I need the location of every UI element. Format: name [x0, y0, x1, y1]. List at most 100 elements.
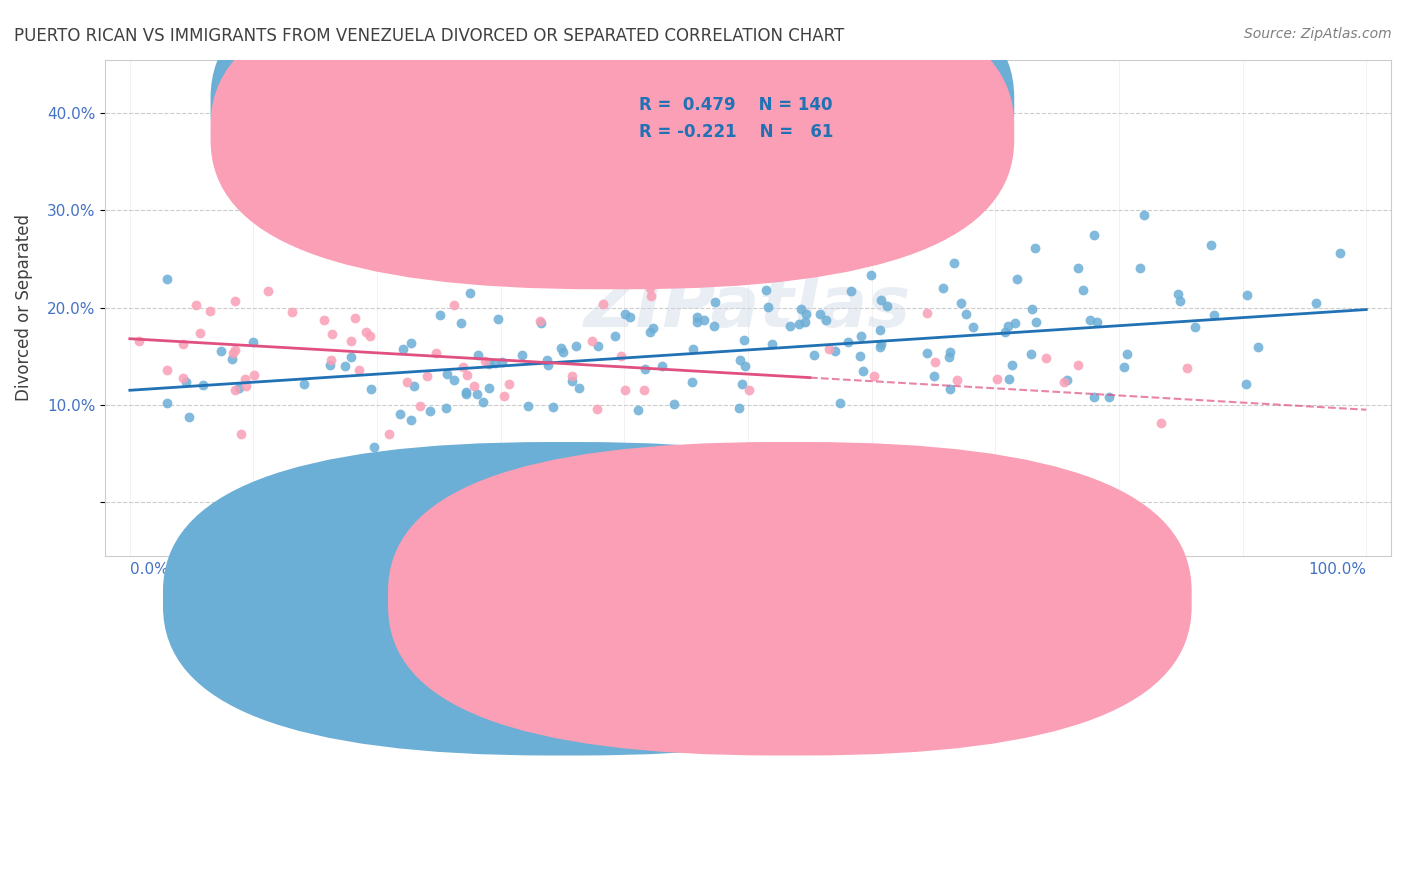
Point	[1305, 296, 1327, 310]
Point	[794, 307, 817, 321]
Point	[682, 342, 704, 356]
Point	[354, 325, 377, 339]
Point	[1083, 390, 1105, 404]
Point	[1204, 308, 1226, 322]
Point	[156, 363, 179, 377]
Point	[761, 336, 783, 351]
Point	[561, 374, 583, 388]
Point	[529, 313, 551, 327]
Point	[1085, 315, 1108, 329]
Point	[541, 400, 564, 414]
Point	[184, 298, 207, 312]
Point	[755, 283, 778, 297]
Point	[281, 304, 304, 318]
Point	[392, 342, 415, 356]
Point	[703, 319, 725, 334]
Point	[728, 401, 751, 415]
Point	[456, 368, 478, 382]
Point	[155, 396, 177, 410]
Point	[917, 346, 939, 360]
Text: Source: ZipAtlas.com: Source: ZipAtlas.com	[1244, 27, 1392, 41]
Text: Immigrants from Venezuela: Immigrants from Venezuela	[813, 591, 1024, 606]
Point	[1167, 287, 1189, 301]
Point	[662, 396, 685, 410]
Point	[619, 310, 641, 324]
Point	[793, 315, 815, 329]
Point	[1236, 288, 1258, 302]
Point	[817, 342, 839, 356]
Point	[586, 339, 609, 353]
Point	[156, 272, 179, 286]
Point	[931, 281, 953, 295]
Point	[849, 349, 872, 363]
Point	[581, 334, 603, 349]
Point	[586, 401, 609, 416]
Point	[1115, 347, 1137, 361]
Point	[292, 376, 315, 391]
Point	[434, 401, 457, 415]
Point	[610, 350, 633, 364]
Point	[731, 377, 754, 392]
Point	[638, 281, 661, 295]
Point	[703, 294, 725, 309]
Point	[1067, 260, 1090, 275]
Point	[1083, 227, 1105, 242]
Point	[685, 310, 707, 324]
Point	[128, 334, 150, 349]
FancyBboxPatch shape	[211, 0, 1014, 262]
Point	[451, 359, 474, 374]
Point	[198, 304, 221, 318]
Point	[491, 355, 513, 369]
Point	[1129, 260, 1152, 275]
Point	[402, 379, 425, 393]
Point	[1067, 359, 1090, 373]
Point	[633, 383, 655, 397]
Point	[924, 368, 946, 383]
Point	[641, 321, 664, 335]
Point	[409, 399, 432, 413]
Point	[828, 395, 851, 409]
Point	[478, 357, 501, 371]
Point	[938, 350, 960, 364]
Point	[243, 368, 266, 382]
Point	[756, 300, 779, 314]
Point	[1247, 340, 1270, 354]
Point	[458, 285, 481, 300]
Point	[634, 362, 657, 376]
Point	[627, 403, 650, 417]
Point	[388, 407, 411, 421]
Point	[1175, 361, 1198, 376]
Text: R =  0.479    N = 140: R = 0.479 N = 140	[638, 95, 832, 114]
Point	[1021, 301, 1043, 316]
Point	[494, 389, 516, 403]
Point	[863, 369, 886, 384]
Point	[443, 298, 465, 312]
Point	[443, 373, 465, 387]
Point	[1329, 246, 1351, 260]
Point	[340, 350, 363, 364]
Point	[638, 325, 661, 339]
Point	[1184, 320, 1206, 334]
Point	[553, 345, 575, 359]
Point	[229, 427, 252, 442]
Point	[450, 317, 472, 331]
Point	[814, 312, 837, 326]
Point	[949, 295, 972, 310]
Point	[224, 343, 246, 358]
Text: 0.0%: 0.0%	[129, 563, 169, 577]
Point	[1234, 376, 1257, 391]
Point	[997, 318, 1019, 333]
Point	[498, 377, 520, 392]
Point	[494, 252, 516, 266]
Point	[429, 308, 451, 322]
Point	[1035, 351, 1057, 365]
Point	[321, 326, 343, 341]
Text: R = -0.221    N =   61: R = -0.221 N = 61	[638, 123, 834, 141]
Point	[481, 268, 503, 283]
Point	[870, 337, 893, 351]
Point	[998, 372, 1021, 386]
Point	[1132, 208, 1154, 222]
Text: ZIPatlas: ZIPatlas	[585, 273, 911, 343]
Point	[738, 384, 761, 398]
Point	[193, 378, 215, 392]
